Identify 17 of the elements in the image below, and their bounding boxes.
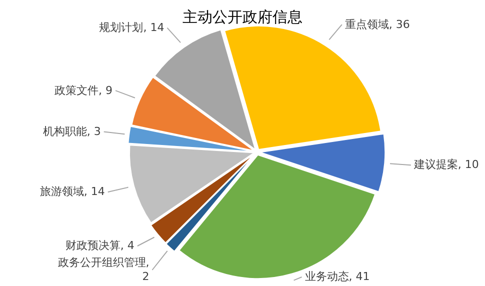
data-label: , 14 — [84, 185, 105, 198]
slice-label: 重点领域 — [344, 18, 389, 31]
chart-title: 主动公开政府信息 — [182, 8, 302, 26]
slice-label: 政策文件 — [54, 84, 99, 97]
data-label: , 3 — [86, 124, 101, 138]
data-label: , 14 — [143, 20, 164, 34]
slice-label: 规划计划 — [99, 20, 144, 34]
data-label: , 41 — [348, 270, 370, 283]
data-label: , 4 — [120, 239, 134, 252]
data-label: , 36 — [388, 18, 410, 31]
data-label: , 10 — [458, 158, 479, 172]
slice-label: 旅游领域 — [40, 185, 84, 198]
slice-label: 机构职能 — [42, 124, 87, 138]
slice-label: 建议提案 — [414, 158, 458, 172]
slice-label: 业务动态 — [304, 270, 349, 283]
slice-label: 财政预决算 — [65, 239, 120, 252]
data-label: , 9 — [98, 84, 113, 97]
